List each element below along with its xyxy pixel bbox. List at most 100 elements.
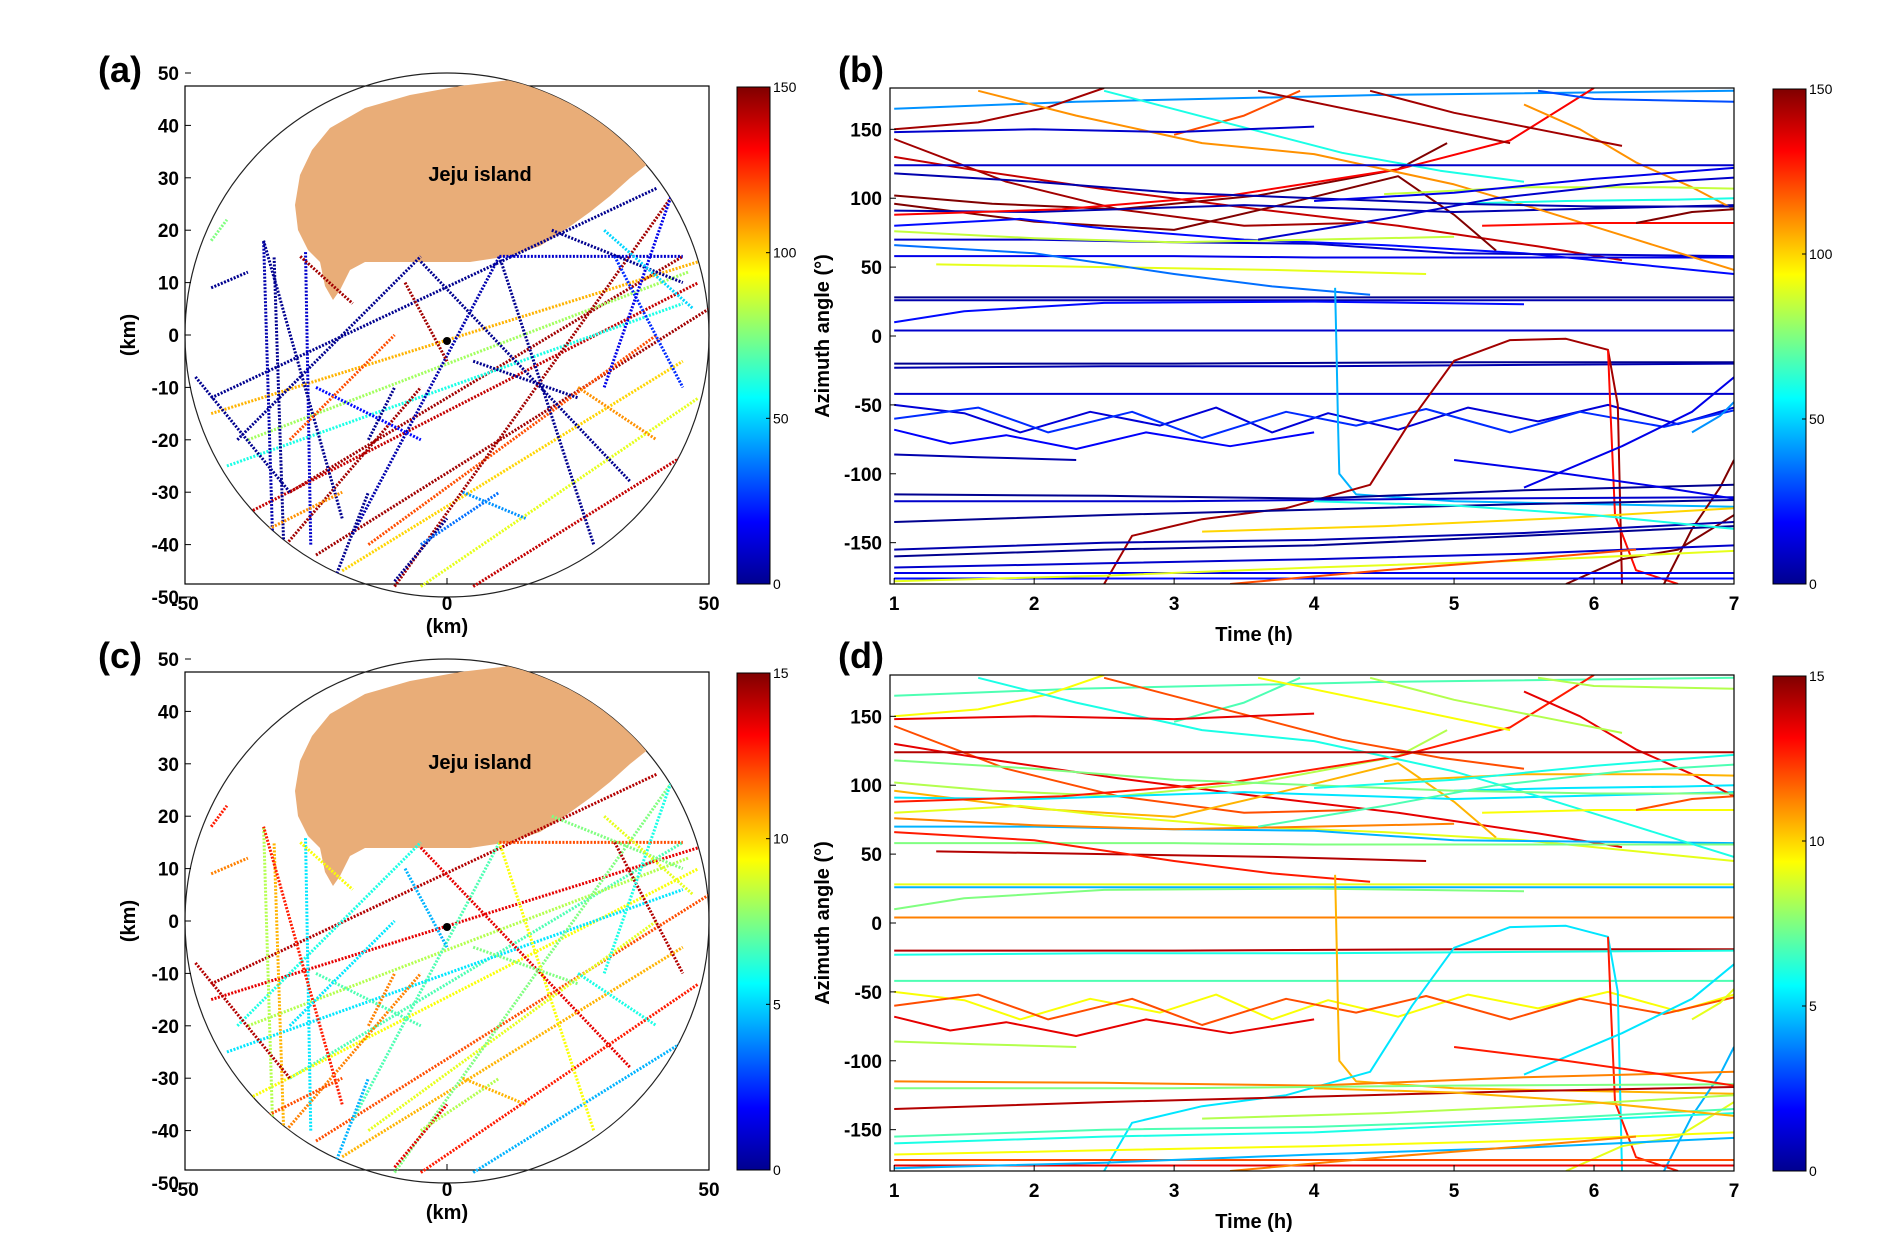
track-line	[894, 759, 1734, 795]
track-mark	[603, 815, 695, 896]
track-line	[894, 217, 1734, 275]
y-tick-label: -50	[152, 1174, 179, 1195]
track-line	[1230, 548, 1637, 584]
track-line	[894, 675, 1105, 718]
y-axis-label-d: Azimuth angle (°)	[812, 841, 834, 1005]
track-mark	[262, 826, 276, 1173]
x-tick-label: -50	[171, 594, 198, 615]
track-line	[977, 89, 1734, 271]
x-tick-label: 2	[1029, 594, 1040, 615]
track-line	[894, 831, 1371, 883]
jeju-island-shape	[295, 664, 700, 886]
x-tick-label: 0	[442, 1180, 453, 1201]
track-mark	[247, 270, 689, 442]
track-line	[1202, 1094, 1734, 1120]
track-mark	[472, 945, 579, 986]
track-line	[894, 238, 1734, 258]
x-tick-label: -50	[171, 1180, 198, 1201]
y-tick-label: 20	[158, 807, 179, 828]
y-tick-label: -50	[855, 396, 882, 417]
y-tick-label: -40	[152, 1122, 179, 1143]
track-line	[894, 453, 1077, 461]
track-mark	[472, 359, 579, 400]
colorbar-tick-label: 50	[1809, 411, 1825, 427]
track-mark	[210, 186, 658, 400]
track-mark	[304, 251, 313, 545]
track-line	[893, 428, 1315, 450]
track-line	[1635, 795, 1734, 811]
track-mark	[289, 255, 684, 494]
track-mark	[210, 772, 658, 986]
x-tick-label: 5	[1449, 1181, 1460, 1202]
track-line	[894, 762, 1497, 839]
y-tick-label: 50	[158, 650, 179, 671]
track-line	[936, 850, 1427, 862]
colorbar-tick-label: 0	[773, 1162, 781, 1178]
track-line	[894, 172, 1734, 208]
colorbar-tick-label: 5	[773, 996, 781, 1012]
panel-a-letter: (a)	[98, 49, 142, 90]
y-tick-label: 0	[871, 327, 882, 348]
colorbar-tick-label: 0	[773, 576, 781, 592]
x-tick-label: 6	[1589, 594, 1600, 615]
x-tick-label: 50	[698, 1180, 719, 1201]
x-tick-label: 7	[1729, 1181, 1740, 1202]
y-tick-label: -10	[152, 964, 179, 985]
track-mark	[194, 375, 291, 494]
track-line	[1691, 988, 1734, 1021]
track-mark	[299, 841, 354, 891]
track-line	[1369, 89, 1623, 147]
track-line	[894, 521, 1734, 551]
track-mark	[262, 240, 276, 587]
y-tick-label: 100	[850, 776, 882, 797]
colorbar-tick-label: 10	[773, 831, 789, 847]
x-tick-label: 5	[1449, 594, 1460, 615]
track-line	[1173, 676, 1301, 723]
y-tick-label: -150	[844, 1121, 882, 1142]
x-axis-label-b: Time (h)	[1215, 624, 1292, 646]
track-line	[1103, 337, 1623, 584]
panel-c-map: Jeju island 50403020100-10-20-30-40-50-5…	[118, 650, 789, 1224]
track-line	[894, 842, 1734, 846]
ticks-c: 50 40 30 20 10 0 -10 -20 -30 -40 -50-50 0 50	[152, 650, 720, 1201]
track-line	[1257, 676, 1511, 732]
track-line	[894, 483, 1734, 500]
track-line	[1663, 1046, 1734, 1171]
x-tick-label: 50	[698, 594, 719, 615]
track-line	[1173, 89, 1301, 136]
y-tick-label: 50	[158, 64, 179, 85]
y-tick-label: 50	[861, 845, 882, 866]
radar-site-marker	[443, 923, 451, 931]
x-axis-label-c: (km)	[426, 1202, 468, 1224]
track-line	[894, 1086, 1734, 1110]
tracks-b	[893, 88, 1734, 584]
track-line	[894, 361, 1734, 365]
track-mark	[472, 438, 709, 588]
track-line	[1523, 690, 1734, 798]
track-mark	[262, 972, 422, 1158]
y-tick-label: -10	[152, 378, 179, 399]
track-line	[894, 712, 1315, 721]
y-tick-label: 150	[850, 120, 882, 141]
track-line	[1103, 676, 1525, 770]
track-mark	[226, 888, 684, 1054]
y-tick-label: -50	[855, 983, 882, 1004]
track-mark	[551, 814, 684, 870]
track-line	[894, 949, 1734, 956]
track-line	[894, 817, 1455, 831]
track-mark	[315, 893, 709, 1143]
track-line	[1482, 809, 1734, 814]
track-mark	[367, 972, 396, 1027]
track-line	[894, 244, 1371, 296]
track-line	[894, 1040, 1077, 1048]
track-line	[894, 1131, 1734, 1156]
colorbar-tick-label: 15	[1809, 668, 1825, 684]
colorbar-c	[736, 672, 771, 1171]
track-line	[1537, 89, 1734, 103]
track-mark	[210, 856, 249, 876]
track-mark	[236, 281, 700, 520]
ticks-d: 1 2 3 4 5 6 7 150 100 50 0 -50 -100 -150	[844, 707, 1739, 1202]
y-tick-label: 0	[871, 914, 882, 935]
